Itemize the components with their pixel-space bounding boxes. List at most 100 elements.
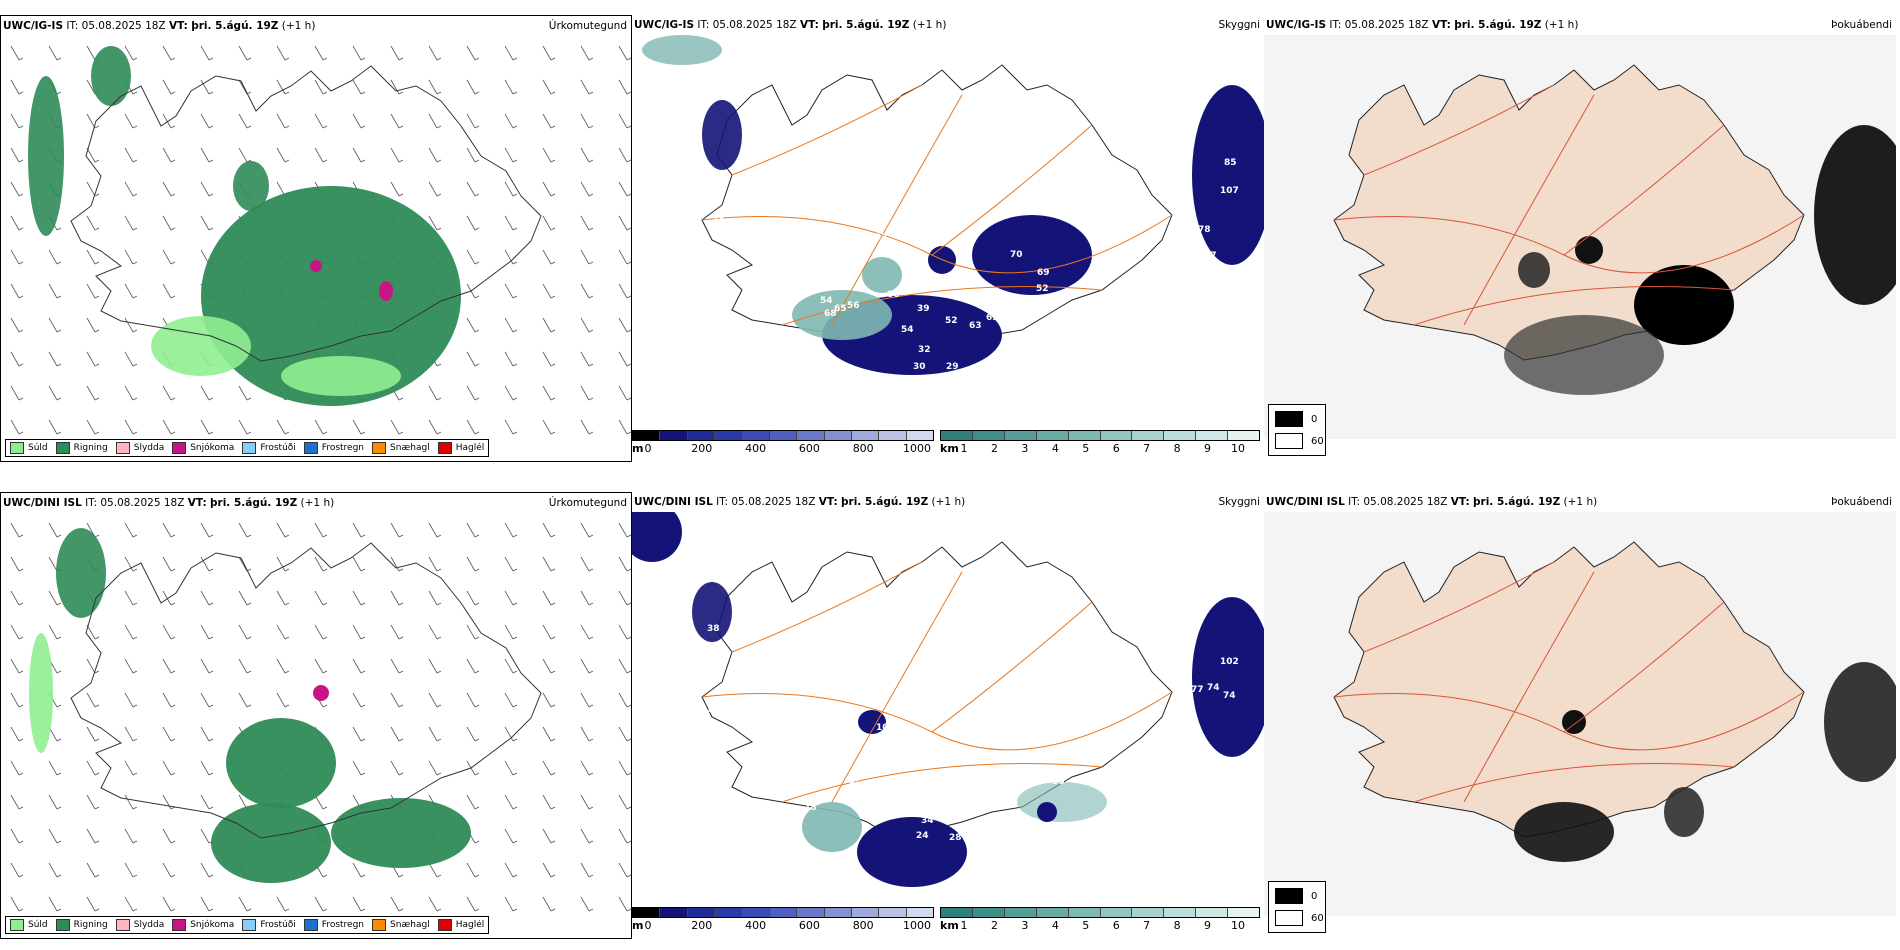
visibility-value-label: 65 bbox=[834, 304, 847, 314]
fog-area bbox=[1514, 802, 1614, 862]
legend-swatch bbox=[303, 442, 318, 454]
fog-index-map bbox=[1264, 35, 1896, 439]
colorbar-tick-label: 1 bbox=[960, 442, 968, 455]
init-time: 05.08.2025 18Z bbox=[712, 19, 797, 31]
colorbar-swatches bbox=[940, 430, 1260, 441]
legend-label: Súld bbox=[28, 920, 48, 930]
legend-label: Slydda bbox=[133, 443, 165, 453]
legend-swatch bbox=[172, 442, 187, 454]
panel-product-title: Þokuábendi bbox=[1831, 496, 1892, 508]
colorbar-cell bbox=[742, 431, 770, 440]
drizzle-area bbox=[29, 633, 53, 753]
low-visibility-area bbox=[1037, 802, 1057, 822]
legend-item: Snjókoma bbox=[172, 442, 234, 454]
legend-swatch bbox=[1275, 910, 1303, 926]
low-visibility-area bbox=[862, 257, 902, 293]
colorbar-tick-label: 0 bbox=[644, 919, 652, 932]
fog-area bbox=[1814, 125, 1896, 305]
visibility-value-label: 70 bbox=[1010, 250, 1023, 260]
rain-area bbox=[56, 528, 106, 618]
colorbar-cell bbox=[1068, 431, 1101, 440]
colorbar-unit: km bbox=[940, 442, 959, 455]
colorbar-tick-label: 800 bbox=[852, 919, 874, 932]
snow-area bbox=[313, 685, 329, 701]
colorbar-cell bbox=[1164, 908, 1197, 917]
visibility-value-label: 29 bbox=[946, 362, 959, 372]
precip-type-panel: UWC/DINI ISL IT: 05.08.2025 18Z VT: þri.… bbox=[0, 492, 632, 939]
visibility-value-label: 39 bbox=[917, 304, 930, 314]
rain-area bbox=[233, 161, 269, 211]
legend-swatch bbox=[10, 919, 24, 931]
visibility-value-label: 78 bbox=[804, 803, 817, 813]
precip-type-panel: UWC/IG-IS IT: 05.08.2025 18Z VT: þri. 5.… bbox=[0, 15, 632, 462]
fog-area bbox=[1504, 315, 1664, 395]
colorbar-cell bbox=[906, 431, 933, 440]
legend-item: Rigning bbox=[55, 442, 108, 454]
colorbar-cell bbox=[972, 431, 1005, 440]
legend-item: Snæhagl bbox=[372, 442, 430, 454]
colorbar-tick-label: 9 bbox=[1204, 919, 1212, 932]
colorbar-cell bbox=[660, 431, 688, 440]
visibility-value-label: 52 bbox=[1036, 284, 1049, 294]
colorbar-tick-label: 4 bbox=[1051, 919, 1059, 932]
legend-swatch bbox=[115, 442, 130, 454]
colorbar-cell bbox=[769, 908, 798, 917]
valid-time-label: VT: bbox=[1431, 19, 1451, 31]
colorbar-tick-label: 7 bbox=[1143, 919, 1151, 932]
fog-area bbox=[1824, 662, 1896, 782]
precip-type-map bbox=[10, 522, 631, 912]
colorbar-tick-label: 10 bbox=[1231, 442, 1245, 455]
panel-product-title: Skyggni bbox=[1218, 496, 1261, 508]
colorbar-cell bbox=[715, 908, 743, 917]
legend-swatch bbox=[372, 442, 387, 454]
panel-header: UWC/IG-IS IT: 05.08.2025 18Z VT: þri. 5.… bbox=[1266, 19, 1892, 33]
rain-area bbox=[211, 803, 331, 883]
init-time: 05.08.2025 18Z bbox=[81, 20, 166, 32]
init-time-label: IT: bbox=[1348, 496, 1361, 508]
visibility-value-label: 56 bbox=[847, 301, 860, 311]
colorbar-cell bbox=[1132, 908, 1165, 917]
visibility-value-label: 24 bbox=[916, 831, 929, 841]
precip-type-legend: Súld Rigning Slydda Snjókoma Frostúði Frostre… bbox=[5, 916, 490, 934]
legend-label: Haglél bbox=[455, 920, 485, 930]
colorbar-swatches bbox=[632, 430, 934, 441]
legend-swatch bbox=[1275, 411, 1303, 427]
colorbar-tick-label: 1 bbox=[960, 919, 968, 932]
valid-time-label: VT: bbox=[1450, 496, 1470, 508]
visibility-value-label: 38 bbox=[707, 624, 720, 634]
legend-label: Frostregn bbox=[321, 920, 365, 930]
legend-item: Slydda bbox=[115, 442, 165, 454]
legend-item: Rigning bbox=[55, 919, 108, 931]
lead-time: (+1 h) bbox=[1544, 19, 1579, 31]
visibility-panel: UWC/DINI ISL IT: 05.08.2025 18Z VT: þri.… bbox=[632, 492, 1264, 939]
colorbar-cell bbox=[851, 431, 880, 440]
model-name: UWC/DINI ISL bbox=[3, 497, 82, 509]
rain-area bbox=[226, 718, 336, 808]
visibility-value-label: 58 bbox=[1188, 733, 1201, 743]
colorbar-tick-label: 0 bbox=[644, 442, 652, 455]
valid-time-label: VT: bbox=[818, 496, 838, 508]
colorbar-cell bbox=[1228, 431, 1260, 440]
legend-label: Snæhagl bbox=[390, 443, 430, 453]
fog-area bbox=[1664, 787, 1704, 837]
rain-area bbox=[28, 76, 64, 236]
init-time: 05.08.2025 18Z bbox=[100, 497, 185, 509]
visibility-value-label: 85 bbox=[1224, 158, 1237, 168]
visibility-value-label: 54 bbox=[820, 296, 833, 306]
colorbar-cell bbox=[879, 431, 907, 440]
lead-time: (+1 h) bbox=[300, 497, 335, 509]
legend-label: Frostregn bbox=[321, 443, 365, 453]
rain-area bbox=[91, 46, 131, 106]
lead-time: (+1 h) bbox=[281, 20, 316, 32]
lead-time: (+1 h) bbox=[931, 496, 966, 508]
init-time: 05.08.2025 18Z bbox=[731, 496, 816, 508]
visibility-value-label: 51 bbox=[808, 281, 821, 291]
legend-item: Slydda bbox=[115, 919, 164, 931]
valid-time: þri. 5.ágú. 19Z bbox=[210, 497, 298, 509]
colorbar-cell bbox=[660, 908, 688, 917]
legend-label: Súld bbox=[28, 443, 48, 453]
colorbar-cell bbox=[1132, 431, 1165, 440]
lead-time: (+1 h) bbox=[912, 19, 947, 31]
visibility-value-label: 28 bbox=[949, 833, 962, 843]
visibility-value-label: 30 bbox=[913, 362, 926, 372]
